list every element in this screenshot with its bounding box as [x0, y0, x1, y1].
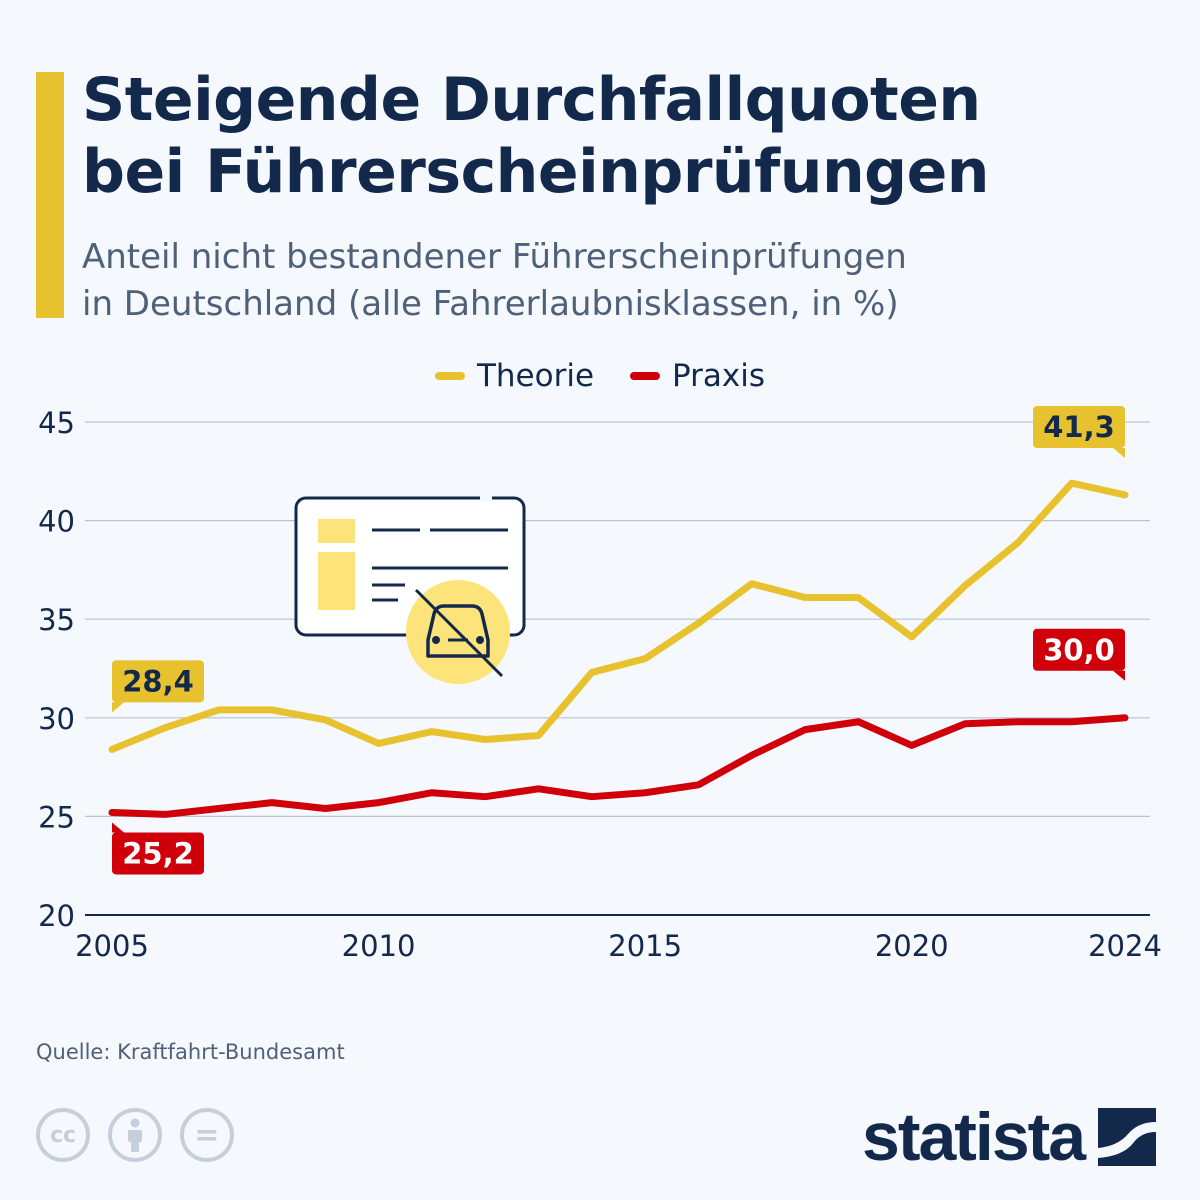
data-label-text: 25,2	[122, 836, 194, 870]
x-tick-label: 2024	[1088, 929, 1162, 963]
y-tick-label: 45	[38, 406, 75, 440]
legend-swatch-praxis	[630, 372, 661, 380]
chart-title: Steigende Durchfallquoten bei Führersche…	[82, 64, 990, 208]
legend-item-praxis: Praxis	[630, 358, 765, 394]
title-line-1: Steigende Durchfallquoten	[82, 65, 981, 135]
legend-item-theorie: Theorie	[434, 358, 595, 394]
y-tick-label: 35	[38, 603, 75, 637]
label-tail	[112, 822, 124, 833]
data-label-text: 41,3	[1043, 410, 1115, 444]
line-chart: 20 25 30 35 40 45 2005 2010 2015 2020 2024 28,4 25,…	[38, 405, 1162, 963]
y-tick-label: 30	[38, 702, 75, 736]
eq-label: =	[194, 1117, 220, 1153]
legend-label-theorie: Theorie	[476, 358, 595, 394]
no-derivatives-icon: =	[180, 1108, 234, 1162]
label-box	[112, 832, 204, 875]
source-note: Quelle: Kraftfahrt-Bundesamt	[36, 1040, 345, 1064]
subtitle-line-1: Anteil nicht bestandener Führerscheinprü…	[82, 237, 907, 277]
accent-bar	[36, 72, 64, 318]
label-box	[1033, 628, 1125, 671]
legend-label-praxis: Praxis	[672, 358, 766, 394]
chart-subtitle: Anteil nicht bestandener Führerscheinprü…	[82, 234, 907, 328]
title-line-2: bei Führerscheinprüfungen	[82, 137, 990, 207]
y-tick-label: 20	[38, 899, 75, 933]
legend-swatch-theorie	[434, 372, 465, 380]
attribution-icon	[108, 1108, 162, 1162]
statista-logo: statista	[862, 1098, 1157, 1176]
label-box	[1033, 405, 1125, 448]
label-tail	[112, 702, 124, 713]
series-line-praxis	[108, 714, 1129, 818]
data-label-theorie-2024: 41,3	[1033, 405, 1125, 458]
label-box	[112, 660, 204, 703]
data-label-theorie-2005: 28,4	[112, 660, 204, 713]
series-line-theorie	[108, 479, 1129, 753]
data-label-text: 28,4	[122, 664, 194, 698]
cc-icon: cc	[36, 1108, 90, 1162]
label-tail	[1113, 447, 1125, 458]
subtitle-line-2: in Deutschland (alle Fahrerlaubnisklasse…	[82, 284, 899, 324]
legend: Theorie Praxis	[0, 358, 1200, 394]
driving-license-icon	[294, 494, 526, 684]
x-tick-label: 2010	[342, 929, 416, 963]
data-label-praxis-2005: 25,2	[112, 822, 204, 875]
data-label-text: 30,0	[1043, 633, 1115, 667]
cc-label: cc	[49, 1122, 77, 1148]
person-icon	[128, 1118, 142, 1152]
y-tick-label: 40	[38, 505, 75, 539]
statista-logo-mark	[1098, 1108, 1157, 1166]
x-tick-label: 2020	[875, 929, 949, 963]
y-tick-label: 25	[38, 800, 75, 834]
x-tick-label: 2005	[75, 929, 149, 963]
data-label-praxis-2024: 30,0	[1033, 628, 1125, 681]
x-tick-label: 2015	[608, 929, 682, 963]
label-tail	[1113, 670, 1125, 681]
brand-name: statista	[862, 1099, 1086, 1175]
